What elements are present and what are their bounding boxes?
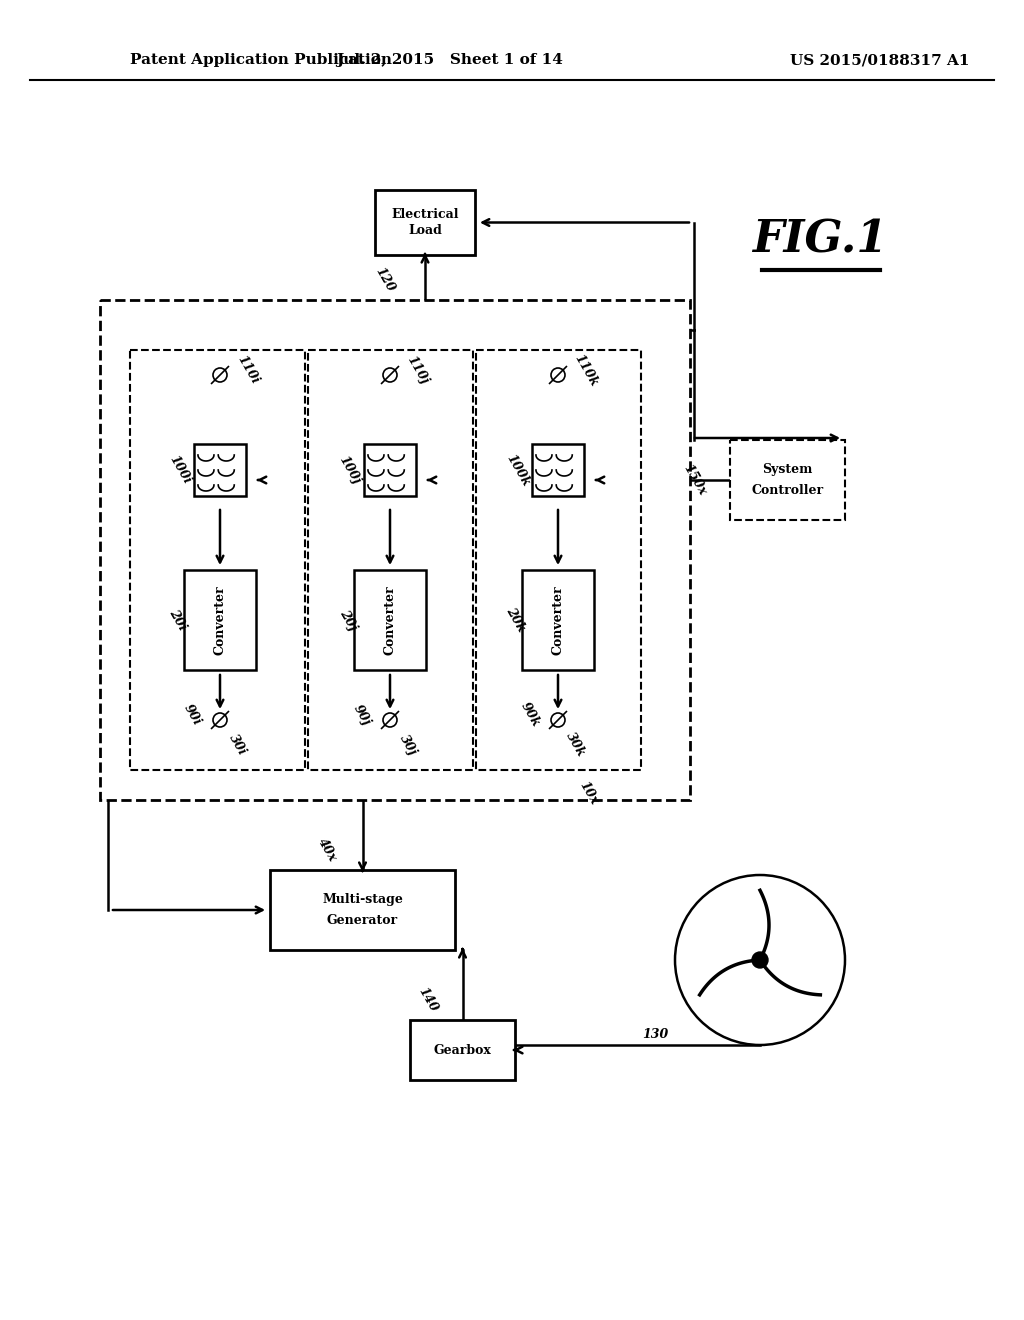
Text: 110k: 110k: [571, 351, 600, 388]
Text: Gearbox: Gearbox: [433, 1044, 492, 1056]
Text: 90i: 90i: [181, 702, 203, 727]
Text: 110j: 110j: [404, 354, 431, 387]
Text: Converter: Converter: [552, 585, 564, 655]
Text: US 2015/0188317 A1: US 2015/0188317 A1: [791, 53, 970, 67]
Bar: [308, 350, 473, 770]
Text: Jul. 2, 2015   Sheet 1 of 14: Jul. 2, 2015 Sheet 1 of 14: [337, 53, 563, 67]
Text: Patent Application Publication: Patent Application Publication: [130, 53, 392, 67]
Bar: [130, 350, 305, 770]
Text: Converter: Converter: [213, 585, 226, 655]
Bar: [184, 570, 256, 671]
Text: 100j: 100j: [337, 454, 364, 487]
Text: System: System: [762, 463, 813, 477]
Bar: [730, 440, 845, 520]
Text: Load: Load: [408, 224, 442, 238]
Bar: [194, 444, 246, 496]
Text: 100k: 100k: [504, 451, 532, 488]
Text: 20j: 20j: [337, 607, 359, 632]
Bar: [354, 570, 426, 671]
Text: 30i: 30i: [226, 733, 249, 758]
Bar: [375, 190, 475, 255]
Text: Electrical: Electrical: [391, 209, 459, 220]
Text: 10x: 10x: [577, 779, 600, 807]
Bar: [532, 444, 584, 496]
Text: 40x: 40x: [315, 836, 339, 865]
Text: 20i: 20i: [167, 607, 189, 632]
Bar: [476, 350, 641, 770]
Text: 90k: 90k: [518, 701, 542, 730]
Text: Multi-stage: Multi-stage: [323, 894, 402, 907]
Circle shape: [752, 952, 768, 968]
Text: Converter: Converter: [384, 585, 396, 655]
Bar: [410, 1020, 515, 1080]
Text: Controller: Controller: [752, 483, 823, 496]
Text: 150x: 150x: [681, 462, 709, 498]
Bar: [100, 300, 690, 800]
Text: 110i: 110i: [234, 354, 261, 387]
Text: 130: 130: [642, 1028, 668, 1041]
Text: 20k: 20k: [504, 606, 528, 635]
Text: Generator: Generator: [327, 913, 398, 927]
Text: 90j: 90j: [351, 702, 373, 727]
Text: 30k: 30k: [564, 730, 588, 759]
Text: FIG.1: FIG.1: [753, 219, 888, 261]
Text: 140: 140: [416, 986, 439, 1015]
Text: 30j: 30j: [397, 733, 419, 758]
Bar: [522, 570, 594, 671]
Text: 100i: 100i: [167, 453, 194, 487]
Text: 120: 120: [373, 265, 397, 294]
Bar: [270, 870, 455, 950]
Bar: [364, 444, 416, 496]
